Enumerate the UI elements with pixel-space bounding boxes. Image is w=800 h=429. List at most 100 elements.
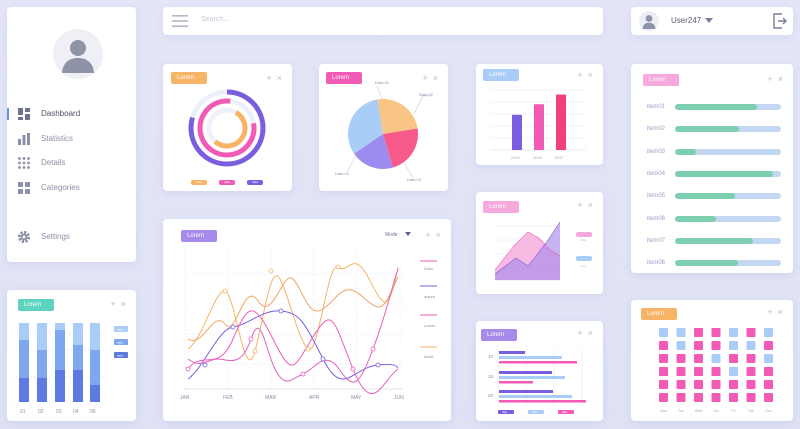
mode-dropdown[interactable]: Mode (385, 232, 411, 238)
legend-label: data (562, 411, 567, 414)
nav-label-details: Details (41, 158, 66, 168)
card-tag: Lorem (641, 308, 677, 320)
sidebar: Dashboard Statistics Details Categories … (7, 7, 136, 262)
x-tick-label: MAY (351, 395, 362, 401)
progress-fill (675, 126, 739, 133)
card-tag: Lorem (18, 299, 54, 311)
item-row: item02 (647, 125, 795, 133)
item-row: item04 (647, 170, 795, 178)
expand-icon[interactable]: + (110, 299, 116, 309)
pie-slice (377, 99, 418, 134)
progress-track (675, 104, 781, 110)
active-indicator (7, 108, 9, 120)
item-label: item06 (647, 215, 666, 222)
close-icon[interactable]: × (777, 74, 783, 84)
legend-label: Dolor (424, 266, 434, 271)
stacked-segment (19, 323, 29, 340)
chevron-down-icon[interactable] (705, 18, 713, 23)
stacked-segment (90, 323, 100, 350)
item-label: item02 (647, 126, 666, 133)
pie-chart: Data 01 Data 02 Data 03 Data 04 (335, 80, 434, 182)
user-avatar[interactable] (639, 11, 659, 31)
card-controls: + × (417, 73, 438, 83)
nav-item-dashboard[interactable]: Dashboard (7, 107, 127, 121)
close-icon[interactable]: × (587, 200, 593, 210)
dot-cell (764, 354, 773, 363)
dot-cell (676, 393, 686, 402)
stacked-bar-card: Lorem + × 01 02 03 04 05 data data data (7, 290, 136, 421)
dot-cell (659, 393, 668, 402)
bar-card: Lorem + × 2015 2016 2017 (476, 64, 603, 165)
dot-cell (676, 341, 686, 350)
legend-label: data (117, 341, 123, 345)
dot-cell (711, 380, 721, 389)
search-bar[interactable]: Search... (163, 7, 603, 35)
card-controls: + × (420, 230, 441, 240)
dot-cell (659, 380, 668, 389)
legend-swatch: data (247, 180, 263, 185)
profile-avatar[interactable] (53, 29, 103, 79)
close-icon[interactable]: × (587, 328, 593, 338)
expand-icon[interactable]: + (425, 230, 431, 240)
area-series (495, 222, 560, 280)
dot-cell (764, 367, 773, 376)
expand-icon[interactable]: + (577, 328, 583, 338)
dot-cell (659, 367, 668, 376)
close-icon[interactable]: × (276, 73, 282, 83)
pie-label: Data 03 (407, 177, 422, 182)
item-row: item05 (647, 192, 795, 200)
pie-slice (354, 134, 393, 169)
close-icon[interactable]: × (120, 299, 126, 309)
stacked-segment (73, 345, 83, 370)
pie-label: Data 02 (419, 92, 434, 97)
dot-cell (729, 393, 738, 402)
nav-item-categories[interactable]: Categories (17, 181, 127, 195)
close-icon[interactable]: × (432, 73, 438, 83)
nav-item-statistics[interactable]: Statistics (17, 132, 127, 146)
expand-icon[interactable]: + (767, 74, 773, 84)
pie-slice (348, 99, 383, 154)
legend-swatch (114, 326, 128, 332)
item-row: item01 (647, 103, 795, 111)
items-card: Lorem + × item01 item02 item03 item04 item05 i… (631, 64, 793, 273)
close-icon[interactable]: × (777, 307, 783, 317)
expand-icon[interactable]: + (266, 73, 272, 83)
logout-icon[interactable] (773, 13, 787, 29)
dot-cell (746, 354, 756, 363)
nav-item-settings[interactable]: Settings (17, 230, 127, 244)
area-chart: data data (493, 221, 592, 281)
legend-label: data (502, 411, 507, 414)
expand-icon[interactable]: + (422, 73, 428, 83)
stacked-segment (19, 378, 29, 402)
expand-icon[interactable]: + (577, 70, 583, 80)
nav-label-settings: Settings (41, 232, 70, 242)
dot-cell (659, 341, 668, 350)
stacked-segment (19, 340, 29, 378)
rings-legend: data data data (191, 180, 271, 186)
dot-cell (729, 367, 738, 376)
rings-chart (188, 89, 266, 167)
bar (534, 104, 544, 150)
nav-item-details[interactable]: Details (17, 156, 127, 170)
card-tag: Lorem (481, 329, 517, 341)
expand-icon[interactable]: + (767, 307, 773, 317)
search-input[interactable]: Search... (201, 16, 230, 23)
stacked-segment (73, 323, 83, 345)
dot-cell (746, 328, 756, 337)
legend-swatch (114, 352, 128, 358)
ring-outer (188, 89, 266, 167)
close-icon[interactable]: × (587, 70, 593, 80)
chevron-down-icon (404, 232, 411, 236)
x-tick-label: APR (309, 395, 320, 401)
dot-cell (729, 341, 738, 350)
user-name[interactable]: User247 (671, 16, 702, 25)
menu-icon[interactable] (172, 15, 188, 27)
x-tick-label: FEB (223, 395, 233, 401)
dot-cell (711, 393, 721, 402)
gear-icon (17, 230, 31, 244)
x-tick-label: Wed (695, 409, 702, 413)
expand-icon[interactable]: + (577, 200, 583, 210)
stacked-segment (90, 385, 100, 402)
close-icon[interactable]: × (435, 230, 441, 240)
dashboard-icon (18, 108, 30, 120)
